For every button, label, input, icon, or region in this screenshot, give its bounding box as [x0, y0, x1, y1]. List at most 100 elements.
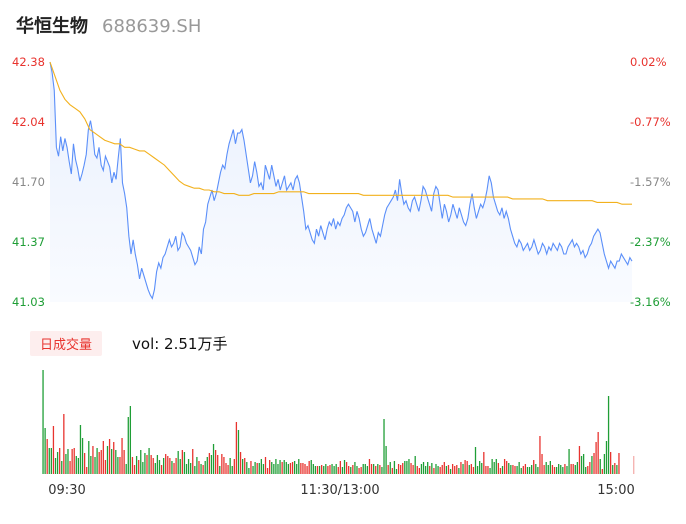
- volume-bar: [510, 465, 512, 474]
- volume-bar: [133, 465, 136, 474]
- volume-bar: [256, 463, 258, 474]
- axis-labels: 42.38 42.04 41.70 41.37 41.03 0.02% -0.77% -1.5…: [12, 55, 671, 498]
- volume-bar: [113, 442, 115, 474]
- volume-bar: [241, 459, 244, 474]
- volume-bar: [354, 462, 356, 474]
- volume-bar: [599, 459, 601, 474]
- volume-bar: [117, 457, 119, 474]
- volume-bar: [364, 464, 366, 474]
- volume-bar: [377, 464, 379, 474]
- volume-bar: [96, 448, 98, 474]
- title-row: 华恒生物 688639.SH: [16, 12, 201, 40]
- volume-bar: [196, 457, 198, 474]
- volume-bar: [127, 417, 129, 474]
- volume-header: 日成交量 vol: 2.51万手: [30, 330, 227, 356]
- volume-bar: [360, 467, 362, 474]
- price-area: [50, 62, 632, 302]
- volume-bar: [108, 439, 111, 474]
- volume-bar: [501, 466, 504, 474]
- volume-bar: [71, 449, 73, 474]
- volume-bar: [296, 464, 298, 474]
- volume-bar: [499, 468, 502, 474]
- volume-bar: [470, 464, 472, 474]
- volume-bar: [321, 465, 323, 474]
- volume-bar: [264, 457, 267, 474]
- volume-bar: [607, 396, 610, 474]
- volume-bar: [233, 459, 235, 474]
- volume-bar: [476, 466, 479, 474]
- y-tick-right: -3.16%: [630, 295, 671, 309]
- volume-bar: [300, 463, 302, 474]
- volume-bar: [427, 462, 429, 474]
- volume-bar: [327, 466, 329, 474]
- volume-bar: [183, 452, 186, 474]
- volume-bar: [543, 465, 545, 474]
- volume-bar: [208, 453, 211, 474]
- y-tick-right: -1.57%: [630, 175, 671, 189]
- volume-bar: [451, 464, 454, 474]
- volume-bar: [123, 450, 125, 474]
- volume-bar: [345, 462, 348, 474]
- volume-bar: [547, 465, 549, 474]
- volume-bar: [597, 432, 599, 474]
- volume-bar: [464, 460, 466, 474]
- volume-bar: [568, 449, 570, 474]
- x-tick: 09:30: [48, 483, 85, 498]
- volume-bar: [69, 461, 71, 474]
- volume-bar: [52, 426, 55, 474]
- volume-bar: [262, 464, 265, 474]
- volume-bar: [165, 454, 167, 474]
- volume-bar: [479, 461, 481, 474]
- volume-bar: [310, 460, 312, 474]
- volume-bar: [185, 464, 188, 474]
- volume-bar: [535, 464, 537, 474]
- stock-name: 华恒生物: [16, 16, 88, 37]
- volume-bar: [291, 462, 294, 474]
- volume-bar: [231, 466, 233, 474]
- stock-code: 688639.SH: [102, 16, 202, 37]
- volume-bar: [323, 466, 325, 474]
- volume-bar: [555, 467, 558, 474]
- volume-bar: [289, 463, 292, 474]
- volume-bar: [404, 461, 406, 474]
- volume-bar: [416, 466, 418, 474]
- volume-bar: [111, 449, 113, 474]
- volume-bar: [368, 459, 371, 474]
- volume-bar: [512, 465, 514, 474]
- x-tick: 11:30/13:00: [300, 483, 379, 498]
- volume-panel: [42, 370, 635, 474]
- volume-bar: [271, 462, 273, 474]
- volume-bar: [61, 461, 63, 474]
- daily-volume-tab[interactable]: 日成交量: [30, 330, 103, 356]
- volume-bar: [88, 441, 90, 474]
- volume-bar: [372, 464, 375, 474]
- volume-bar: [273, 464, 275, 474]
- volume-bar: [48, 448, 50, 474]
- volume-bar: [198, 461, 200, 474]
- volume-bar: [553, 467, 556, 474]
- volume-bar: [466, 461, 468, 474]
- volume-bar: [545, 462, 547, 474]
- volume-bar: [518, 462, 520, 474]
- volume-bar: [181, 450, 183, 474]
- volume-bar: [616, 465, 618, 474]
- volume-bar: [200, 464, 202, 474]
- volume-bar: [50, 448, 52, 474]
- volume-bar: [244, 458, 246, 474]
- y-tick-left: 42.38: [12, 55, 45, 69]
- volume-bar: [212, 444, 215, 474]
- volume-bar: [173, 463, 175, 474]
- price-panel: [49, 61, 633, 302]
- volume-bar: [462, 464, 464, 474]
- volume-bar: [83, 453, 86, 474]
- volume-bar: [429, 466, 431, 474]
- volume-bar: [250, 461, 252, 474]
- volume-bar: [293, 461, 296, 474]
- volume-bar: [106, 446, 109, 474]
- volume-bar: [524, 464, 527, 474]
- volume-bar: [142, 462, 144, 474]
- volume-bar: [348, 466, 350, 474]
- volume-bar: [202, 465, 204, 474]
- volume-bar: [281, 462, 283, 474]
- volume-bar: [493, 462, 495, 474]
